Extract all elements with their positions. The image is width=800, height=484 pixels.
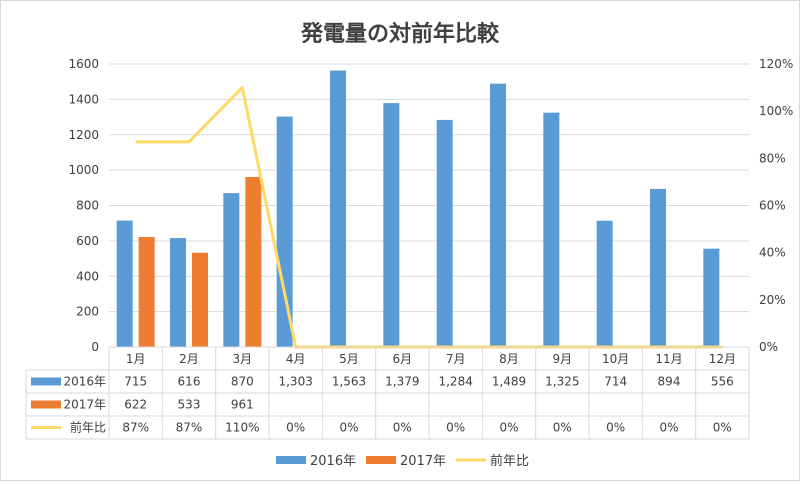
right-tick-label: 20% xyxy=(759,293,786,307)
table-cell: 0% xyxy=(713,421,732,435)
right-tick-label: 60% xyxy=(759,199,786,213)
right-tick-label: 40% xyxy=(759,246,786,260)
table-cell: 1,379 xyxy=(385,375,419,389)
table-cell: 110% xyxy=(225,421,259,435)
legend: 2016年 2017年 前年比 xyxy=(276,453,529,469)
table-cell: 714 xyxy=(604,375,627,389)
category-label: 12月 xyxy=(709,352,736,366)
bar-2017 xyxy=(138,236,155,347)
table-cell: 0% xyxy=(286,421,305,435)
bar-2016 xyxy=(223,193,240,347)
table-cell: 0% xyxy=(339,421,358,435)
table-cell: 0% xyxy=(446,421,465,435)
bar-2016 xyxy=(436,119,453,347)
right-axis-ticks: 0% 20% 40% 60% 80% 100% 120% xyxy=(759,57,793,354)
category-label: 9月 xyxy=(553,352,573,366)
table-cell: 0% xyxy=(659,421,678,435)
table-cell: 87% xyxy=(122,421,149,435)
bar-2016 xyxy=(276,116,293,347)
table-cell: 0% xyxy=(499,421,518,435)
table-cell: 1,303 xyxy=(278,375,312,389)
category-label: 7月 xyxy=(446,352,466,366)
bar-2016 xyxy=(543,112,560,347)
category-label: 5月 xyxy=(339,352,359,366)
table-cell: 616 xyxy=(178,375,201,389)
bar-2016 xyxy=(703,248,720,347)
bar-2017 xyxy=(245,177,262,347)
data-table: 1月 2月 3月 4月 5月 6月 7月 8月 9月 10月 11月 12月 2016年 715 616 87… xyxy=(25,346,750,440)
category-label: 11月 xyxy=(655,352,682,366)
bar-2016 xyxy=(650,188,666,347)
right-tick-label: 100% xyxy=(759,104,793,118)
right-tick-label: 120% xyxy=(759,57,793,71)
table-cell: 715 xyxy=(124,375,147,389)
table-legend-key xyxy=(31,400,61,409)
bar-2017 xyxy=(192,252,208,347)
bar-2016 xyxy=(383,103,400,347)
left-tick-label: 1400 xyxy=(68,92,99,106)
legend-key xyxy=(276,456,306,464)
table-cell: 870 xyxy=(231,375,254,389)
left-axis-ticks: 0 200 400 600 800 1000 1200 1400 1600 xyxy=(68,57,99,354)
table-series-name: 前年比 xyxy=(70,420,106,435)
bar-2016 xyxy=(490,83,506,348)
bar-2016 xyxy=(170,238,186,347)
category-label: 2月 xyxy=(179,352,199,366)
left-tick-label: 200 xyxy=(76,305,99,319)
left-tick-label: 1600 xyxy=(68,57,99,71)
category-label: 3月 xyxy=(233,352,253,366)
bar-2016 xyxy=(596,220,613,347)
bar-2016 xyxy=(116,220,133,347)
table-series-name: 2017年 xyxy=(63,398,106,412)
left-tick-label: 600 xyxy=(76,234,99,248)
legend-label: 2016年 xyxy=(310,454,356,469)
table-cell: 1,563 xyxy=(332,375,366,389)
table-legend-key xyxy=(31,377,61,386)
table-cell: 0% xyxy=(553,421,572,435)
bars xyxy=(116,70,720,348)
legend-label: 前年比 xyxy=(490,453,529,469)
table-cell: 961 xyxy=(231,398,254,412)
left-tick-label: 1200 xyxy=(68,128,99,142)
chart-title: 発電量の対前年比較 xyxy=(300,21,500,47)
gridlines xyxy=(109,63,749,348)
table-cell: 556 xyxy=(711,375,734,389)
table-cell: 87% xyxy=(176,421,203,435)
table-series-name: 2016年 xyxy=(63,375,106,389)
left-tick-label: 400 xyxy=(76,269,99,283)
table-cell: 0% xyxy=(606,421,625,435)
left-tick-label: 800 xyxy=(76,199,99,213)
left-tick-label: 0 xyxy=(91,340,99,354)
table-cell: 1,284 xyxy=(438,375,472,389)
table-cell: 533 xyxy=(178,398,201,412)
table-cell: 1,325 xyxy=(545,375,579,389)
left-tick-label: 1000 xyxy=(68,163,99,177)
table-cell: 622 xyxy=(124,398,147,412)
legend-key xyxy=(366,456,396,464)
category-label: 8月 xyxy=(499,352,519,366)
right-tick-label: 0% xyxy=(759,340,778,354)
category-label: 1月 xyxy=(126,352,146,366)
legend-label: 2017年 xyxy=(400,454,446,469)
category-label: 10月 xyxy=(602,352,629,366)
category-label: 6月 xyxy=(393,352,413,366)
table-cell: 894 xyxy=(658,375,681,389)
table-cell: 0% xyxy=(393,421,412,435)
bar-2016 xyxy=(330,70,346,347)
category-label: 4月 xyxy=(286,352,306,366)
right-tick-label: 80% xyxy=(759,151,786,165)
table-cell: 1,489 xyxy=(492,375,526,389)
